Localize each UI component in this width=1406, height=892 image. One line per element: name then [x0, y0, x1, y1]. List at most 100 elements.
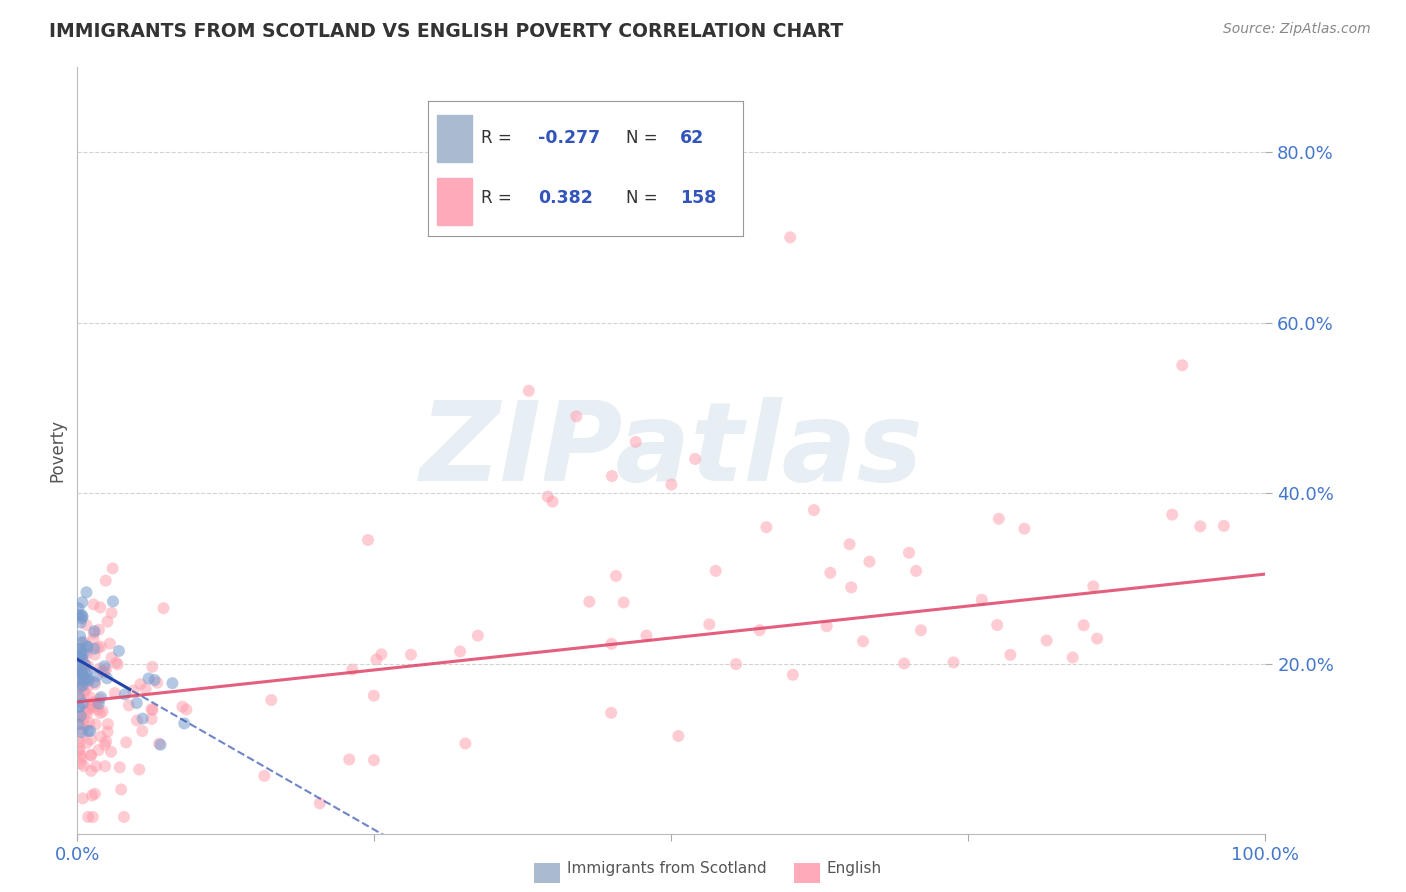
Point [83, 641, 105, 656]
Point [82, 695, 104, 709]
Point [517, 384, 540, 398]
Point [76, 706, 98, 720]
Point [96, 662, 118, 676]
Point [77, 659, 100, 673]
Point [79, 690, 101, 705]
Point [125, 714, 148, 728]
Point [69, 663, 91, 677]
Point [152, 601, 174, 615]
Point [73, 657, 96, 671]
Point [69, 691, 91, 706]
Point [77, 810, 100, 824]
Point [898, 546, 921, 560]
Point [96, 615, 118, 629]
Point [253, 769, 276, 783]
Point [87, 697, 110, 711]
Point [87, 640, 110, 655]
Point [73, 683, 96, 698]
Point [605, 569, 627, 583]
Point [173, 716, 195, 731]
Point [91, 705, 114, 719]
Point [69, 666, 91, 681]
Point [83, 626, 105, 640]
Point [69, 748, 91, 763]
Point [82, 810, 104, 824]
Point [67, 731, 90, 746]
Point [69, 680, 91, 694]
Point [69, 741, 91, 756]
Point [67, 657, 90, 671]
Point [84, 717, 107, 731]
Point [76, 640, 98, 654]
Point [146, 675, 169, 690]
Point [89, 706, 111, 720]
Point [1000, 648, 1022, 662]
Point [70, 709, 93, 723]
Point [76, 647, 98, 661]
Text: ZIPatlas: ZIPatlas [419, 397, 924, 504]
Point [77, 724, 100, 739]
Point [110, 782, 132, 797]
Point [108, 644, 131, 658]
Point [87, 743, 110, 757]
Point [112, 810, 135, 824]
Point [578, 595, 600, 609]
Point [67, 687, 90, 701]
Point [1035, 633, 1057, 648]
Point [73, 712, 96, 726]
Point [1189, 519, 1212, 533]
Point [100, 650, 122, 665]
Point [337, 752, 360, 766]
Point [661, 477, 683, 491]
Point [666, 729, 689, 743]
Point [83, 624, 105, 639]
Point [141, 660, 163, 674]
Point [100, 745, 122, 759]
Point [97, 717, 120, 731]
Point [67, 714, 90, 728]
Point [67, 744, 90, 758]
Point [67, 699, 90, 714]
Point [67, 717, 90, 731]
Point [1073, 618, 1095, 632]
Point [1161, 508, 1184, 522]
Point [67, 688, 90, 702]
Point [69, 656, 91, 670]
Point [357, 533, 380, 547]
Point [86, 696, 108, 710]
Point [70, 666, 93, 681]
Point [363, 753, 385, 767]
Point [636, 628, 658, 642]
Point [342, 663, 364, 677]
Point [67, 651, 90, 665]
Point [80, 764, 103, 778]
Point [73, 635, 96, 649]
Point [135, 681, 157, 696]
Point [72, 609, 94, 624]
Point [537, 490, 560, 504]
Point [90, 640, 112, 654]
Point [83, 675, 105, 690]
Point [67, 666, 90, 681]
Point [176, 702, 198, 716]
Point [67, 656, 90, 670]
Point [70, 751, 93, 765]
Point [100, 606, 122, 620]
Point [101, 561, 124, 575]
Point [128, 763, 150, 777]
Point [77, 673, 100, 688]
Point [987, 512, 1010, 526]
Point [67, 607, 90, 622]
Point [624, 434, 647, 449]
Point [77, 697, 100, 711]
Point [910, 624, 932, 638]
Point [69, 756, 91, 771]
Point [363, 689, 385, 703]
Point [143, 673, 166, 687]
Point [815, 619, 838, 633]
Point [83, 648, 105, 662]
Point [79, 723, 101, 738]
Point [96, 671, 118, 685]
Point [107, 657, 129, 672]
Point [986, 618, 1008, 632]
